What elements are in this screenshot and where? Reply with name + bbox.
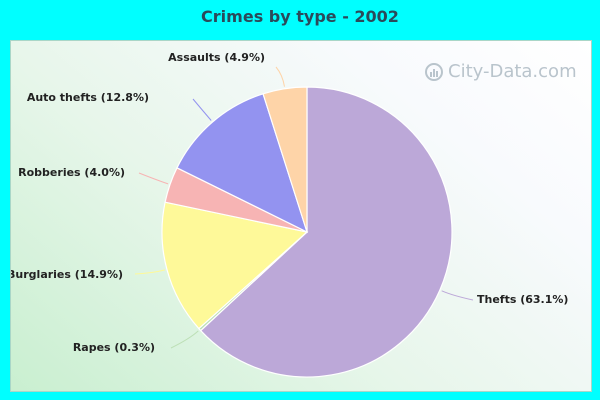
leader-line	[138, 172, 169, 185]
chart-panel: Thefts (63.1%) Rapes (0.3%) Burglaries (14…	[10, 40, 592, 392]
slice-label: Auto thefts (12.8%)	[27, 91, 149, 104]
leader-line	[275, 66, 285, 87]
leader-line	[441, 290, 474, 301]
chart-title: Crimes by type - 2002	[201, 7, 399, 26]
watermark-text: City-Data.com	[448, 61, 577, 82]
pie-slice	[262, 86, 308, 233]
slice-label: Robberies (4.0%)	[18, 166, 125, 179]
pie-chart: Thefts (63.1%) Rapes (0.3%) Burglaries (14…	[11, 51, 568, 378]
city-data-logo-icon	[425, 62, 443, 81]
slice-label: Thefts (63.1%)	[477, 293, 568, 306]
leader-line	[192, 98, 212, 121]
pie-slice	[176, 93, 308, 234]
leader-line	[170, 330, 199, 349]
watermark: City-Data.com	[425, 61, 577, 82]
pie-slice	[161, 201, 309, 330]
slice-label: Rapes (0.3%)	[73, 341, 155, 354]
slice-label: Assaults (4.9%)	[168, 51, 265, 64]
pie-slice	[199, 86, 453, 378]
slice-label: Burglaries (14.9%)	[11, 268, 123, 281]
leader-line	[134, 269, 166, 275]
